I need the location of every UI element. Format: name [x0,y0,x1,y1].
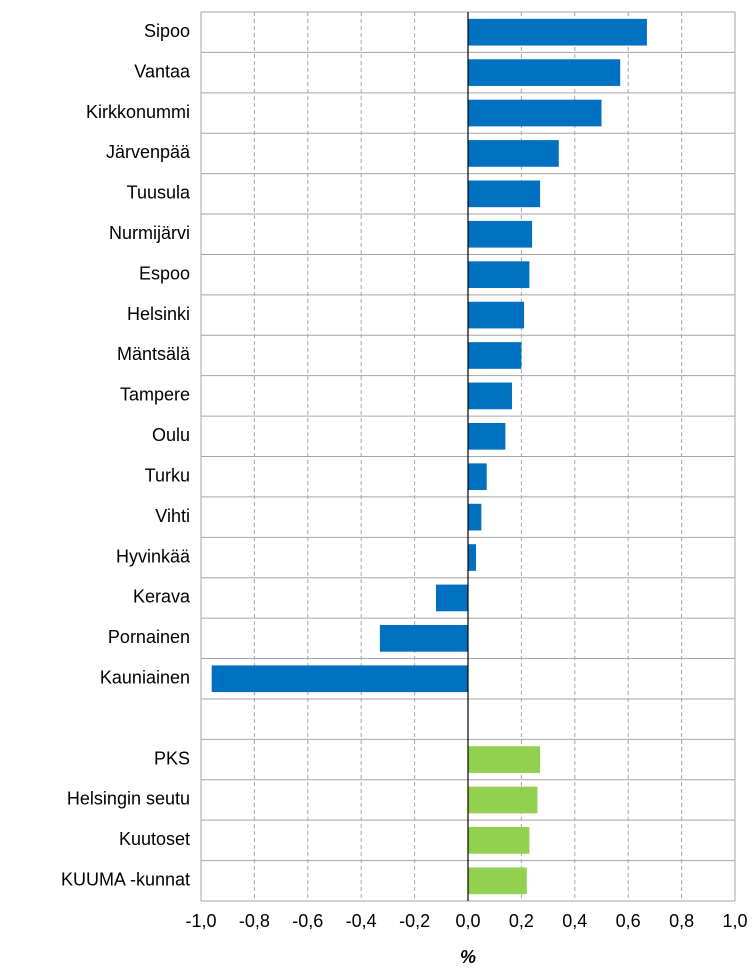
bar [468,786,538,814]
bar [468,18,647,46]
bar [468,422,506,450]
bar [468,463,487,491]
x-tick-label: 0,4 [562,911,587,931]
y-tick-label: Mäntsälä [117,344,191,364]
bar [468,99,602,127]
x-tick-label: 0,8 [669,911,694,931]
y-tick-label: Kuutoset [119,829,190,849]
y-tick-label: Kirkkonummi [86,102,190,122]
bar [468,220,533,248]
x-tick-label: -0,8 [239,911,270,931]
y-tick-label: KUUMA -kunnat [61,870,190,890]
bar [468,301,525,329]
y-tick-label: Hyvinkää [116,546,191,566]
bar [468,503,482,531]
bar [435,584,468,612]
x-axis-label: % [460,947,476,967]
bar [468,382,513,410]
bar [468,342,522,369]
bar [468,746,541,773]
bar [468,867,527,895]
y-tick-label: Tampere [120,385,190,405]
x-tick-label: 0,6 [616,911,641,931]
y-tick-label: Oulu [152,425,190,445]
x-tick-label: 0,2 [509,911,534,931]
y-tick-label: Nurmijärvi [109,223,190,243]
y-tick-label: PKS [154,748,190,768]
y-tick-label: Helsinki [127,304,190,324]
y-tick-label: Helsingin seutu [67,789,190,809]
bar [468,544,477,571]
y-tick-label: Espoo [139,263,190,283]
y-tick-label: Kerava [133,587,191,607]
bar [468,59,621,86]
y-tick-label: Vihti [155,506,190,526]
bar [468,140,559,167]
x-tick-label: -0,6 [292,911,323,931]
x-tick-label: 1,0 [722,911,747,931]
y-tick-label: Turku [145,465,190,485]
y-tick-label: Kauniainen [100,668,190,688]
bar [468,180,541,208]
x-tick-label: -0,2 [399,911,430,931]
y-tick-label: Järvenpää [106,142,191,162]
x-tick-label: -0,4 [346,911,377,931]
bar [468,261,530,288]
y-tick-label: Tuusula [127,183,191,203]
x-tick-label: -1,0 [185,911,216,931]
bar [468,827,530,854]
bar [211,665,468,693]
y-tick-label: Vantaa [134,61,191,81]
x-tick-label: 0,0 [455,911,480,931]
bar [379,625,468,652]
y-tick-label: Sipoo [144,21,190,41]
y-tick-label: Pornainen [108,627,190,647]
